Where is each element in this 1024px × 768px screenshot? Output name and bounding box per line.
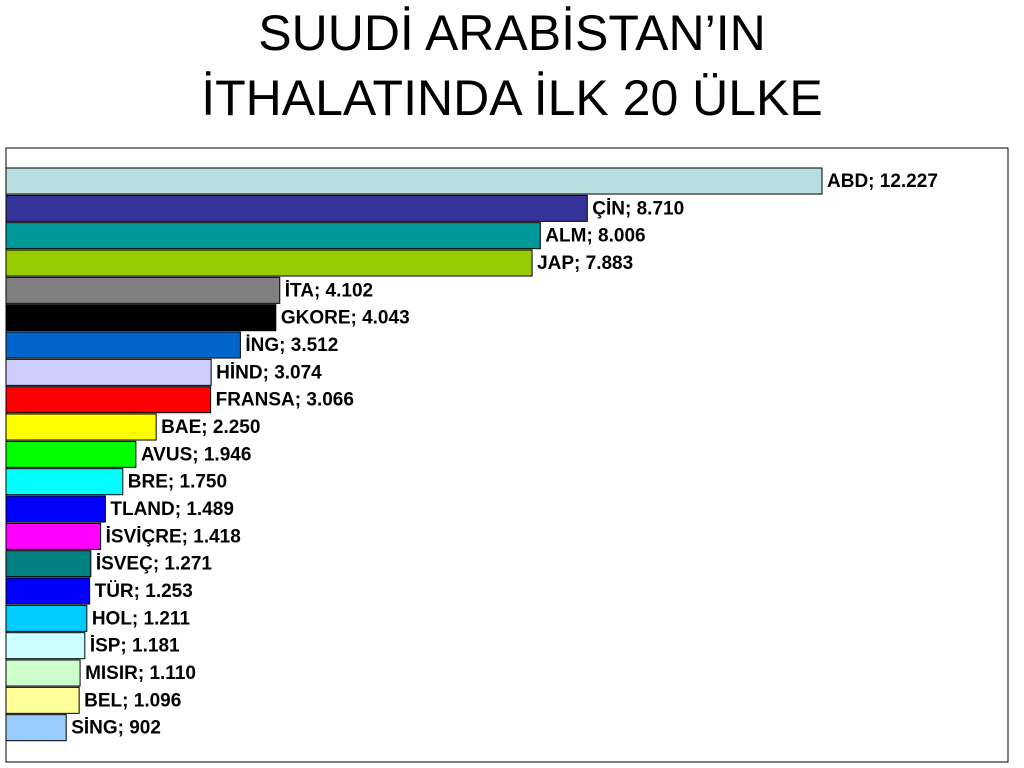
bar	[5, 577, 91, 605]
bar	[5, 604, 88, 632]
bar	[5, 659, 81, 687]
data-label: İSVEÇ; 1.271	[96, 554, 213, 575]
bar	[5, 714, 67, 742]
bar	[5, 495, 106, 523]
data-label: AVUS; 1.946	[141, 444, 252, 465]
data-label: MISIR; 1.110	[85, 663, 196, 684]
data-label: BAE; 2.250	[161, 417, 260, 438]
data-label: BRE; 1.750	[128, 472, 227, 493]
bar	[5, 440, 137, 468]
bar	[5, 249, 533, 277]
chart-title: İTHALATINDA İLK 20 ÜLKE	[201, 70, 823, 126]
data-label: JAP; 7.883	[537, 253, 633, 274]
bar	[5, 167, 823, 195]
data-label: ÇİN; 8.710	[592, 198, 684, 219]
data-label: BEL; 1.096	[84, 690, 181, 711]
bar	[5, 522, 102, 550]
bar	[5, 632, 86, 660]
data-label: İNG; 3.512	[245, 335, 338, 356]
data-label: SİNG; 902	[71, 718, 161, 739]
bar	[5, 276, 281, 304]
data-label: ABD; 12.227	[827, 171, 938, 192]
bar	[5, 686, 80, 714]
bar	[5, 304, 277, 332]
data-label: İTA; 4.102	[285, 280, 373, 301]
data-label: İSP; 1.181	[90, 636, 180, 657]
chart-title: SUUDİ ARABİSTAN’IN	[258, 5, 766, 61]
data-label: FRANSA; 3.066	[216, 390, 354, 411]
bar	[5, 468, 124, 496]
data-label: HİND; 3.074	[216, 362, 322, 383]
bar	[5, 550, 92, 578]
bar	[5, 194, 588, 222]
bar	[5, 331, 241, 359]
bar	[5, 413, 157, 441]
data-label: ALM; 8.006	[545, 226, 645, 247]
bar	[5, 386, 212, 414]
data-label: İSVİÇRE; 1.418	[106, 526, 241, 547]
bar	[5, 222, 541, 250]
data-label: TLAND; 1.489	[110, 499, 234, 520]
data-label: HOL; 1.211	[92, 608, 191, 629]
data-label: TÜR; 1.253	[95, 581, 193, 602]
bar	[5, 358, 212, 386]
data-label: GKORE; 4.043	[281, 308, 410, 329]
